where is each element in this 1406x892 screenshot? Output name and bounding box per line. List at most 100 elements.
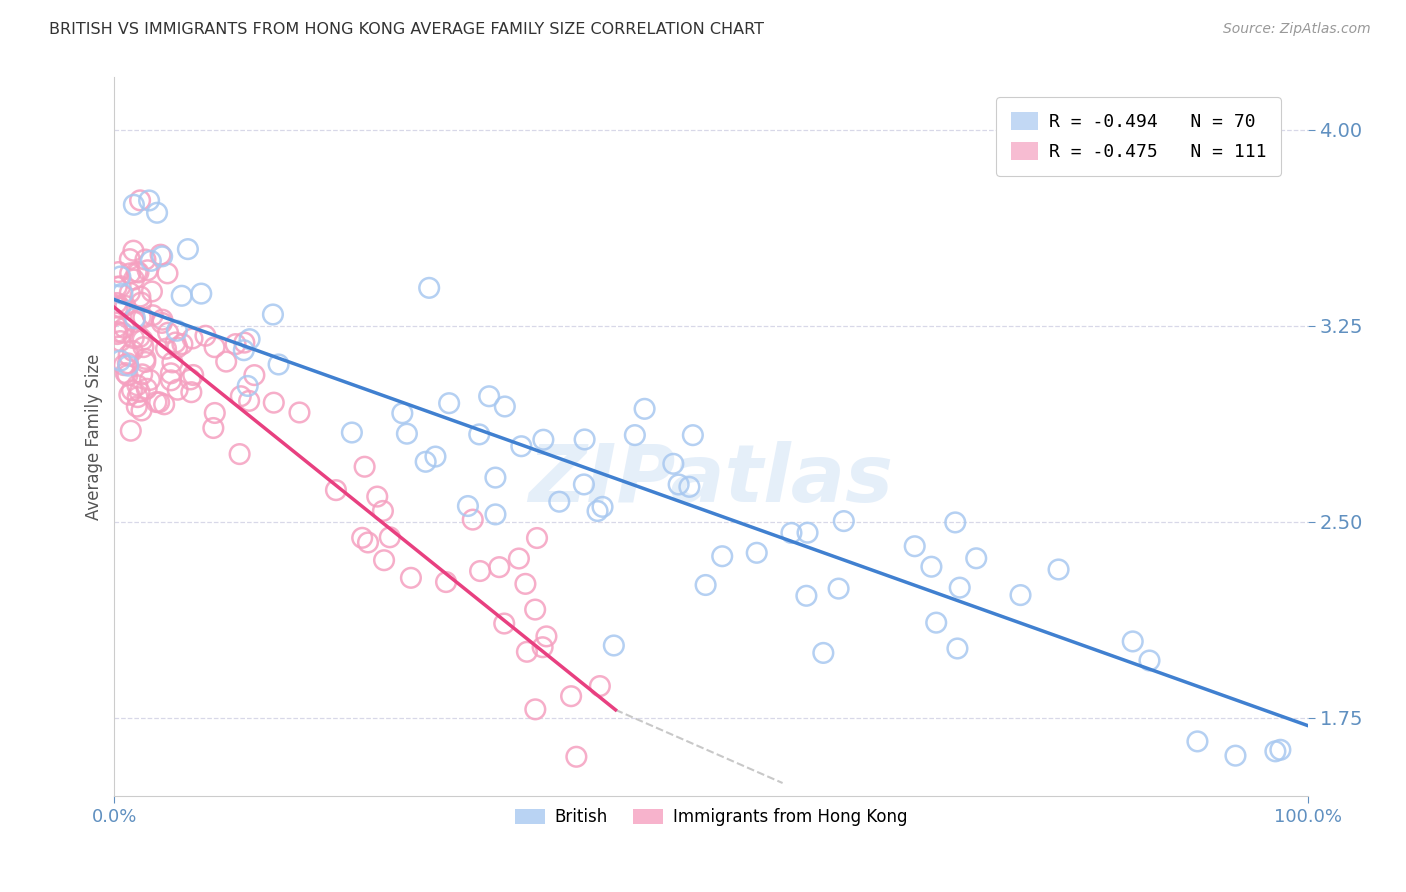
Point <box>122 272 145 286</box>
Point <box>139 253 162 268</box>
Point <box>105 320 128 334</box>
Point <box>202 421 225 435</box>
Point <box>124 311 146 326</box>
Point <box>395 426 418 441</box>
Point <box>125 265 148 279</box>
Point <box>120 424 142 438</box>
Point <box>524 702 547 716</box>
Point <box>114 299 136 313</box>
Point <box>160 373 183 387</box>
Point <box>352 531 374 545</box>
Point <box>494 400 516 414</box>
Point <box>132 310 155 325</box>
Point <box>399 571 422 585</box>
Point <box>110 353 132 368</box>
Point <box>288 405 311 419</box>
Point <box>134 351 156 366</box>
Point <box>468 427 491 442</box>
Point <box>366 490 388 504</box>
Point <box>711 549 734 564</box>
Point <box>125 400 148 414</box>
Text: Source: ZipAtlas.com: Source: ZipAtlas.com <box>1223 22 1371 37</box>
Point <box>478 389 501 403</box>
Point <box>243 368 266 383</box>
Point <box>425 450 447 464</box>
Point <box>110 269 132 284</box>
Point <box>1187 734 1209 748</box>
Point <box>111 286 134 301</box>
Point <box>925 615 948 630</box>
Point <box>468 564 491 578</box>
Point <box>165 335 187 350</box>
Point <box>138 194 160 208</box>
Point <box>662 457 685 471</box>
Point <box>149 248 172 262</box>
Point <box>488 560 510 574</box>
Point <box>166 324 188 338</box>
Point <box>117 368 139 383</box>
Point <box>129 289 152 303</box>
Point <box>105 326 128 341</box>
Point <box>1264 744 1286 758</box>
Point <box>122 244 145 258</box>
Point <box>510 439 533 453</box>
Point <box>682 428 704 442</box>
Point <box>267 358 290 372</box>
Text: ZIPatlas: ZIPatlas <box>529 441 893 519</box>
Point <box>114 366 136 380</box>
Point <box>150 312 173 326</box>
Point <box>146 206 169 220</box>
Point <box>353 459 375 474</box>
Point <box>132 340 155 354</box>
Point <box>134 355 156 369</box>
Point <box>524 602 547 616</box>
Point <box>484 508 506 522</box>
Point <box>592 500 614 514</box>
Point <box>120 266 142 280</box>
Point <box>194 328 217 343</box>
Point <box>114 321 136 335</box>
Point <box>129 295 152 310</box>
Point <box>515 577 537 591</box>
Point <box>117 348 139 362</box>
Point <box>110 279 132 293</box>
Point <box>378 530 401 544</box>
Point <box>943 516 966 530</box>
Point <box>180 385 202 400</box>
Point <box>142 308 165 322</box>
Point <box>124 315 146 329</box>
Point <box>153 397 176 411</box>
Point <box>110 301 132 315</box>
Point <box>391 406 413 420</box>
Point <box>780 525 803 540</box>
Point <box>110 334 132 348</box>
Point <box>145 395 167 409</box>
Point <box>141 285 163 299</box>
Point <box>118 285 141 300</box>
Point <box>574 433 596 447</box>
Point <box>204 340 226 354</box>
Point <box>177 242 200 256</box>
Point <box>181 368 204 382</box>
Point <box>624 428 647 442</box>
Point <box>526 531 548 545</box>
Point <box>117 359 139 373</box>
Point <box>155 342 177 356</box>
Point <box>415 455 437 469</box>
Point <box>162 355 184 369</box>
Point <box>965 551 987 566</box>
Point <box>373 553 395 567</box>
Point <box>796 589 818 603</box>
Point <box>1010 588 1032 602</box>
Point <box>128 265 150 279</box>
Point <box>127 390 149 404</box>
Point <box>262 308 284 322</box>
Point <box>181 331 204 345</box>
Point <box>170 289 193 303</box>
Point <box>190 286 212 301</box>
Point <box>560 689 582 703</box>
Point <box>371 504 394 518</box>
Point <box>228 447 250 461</box>
Point <box>904 539 927 553</box>
Point <box>946 641 969 656</box>
